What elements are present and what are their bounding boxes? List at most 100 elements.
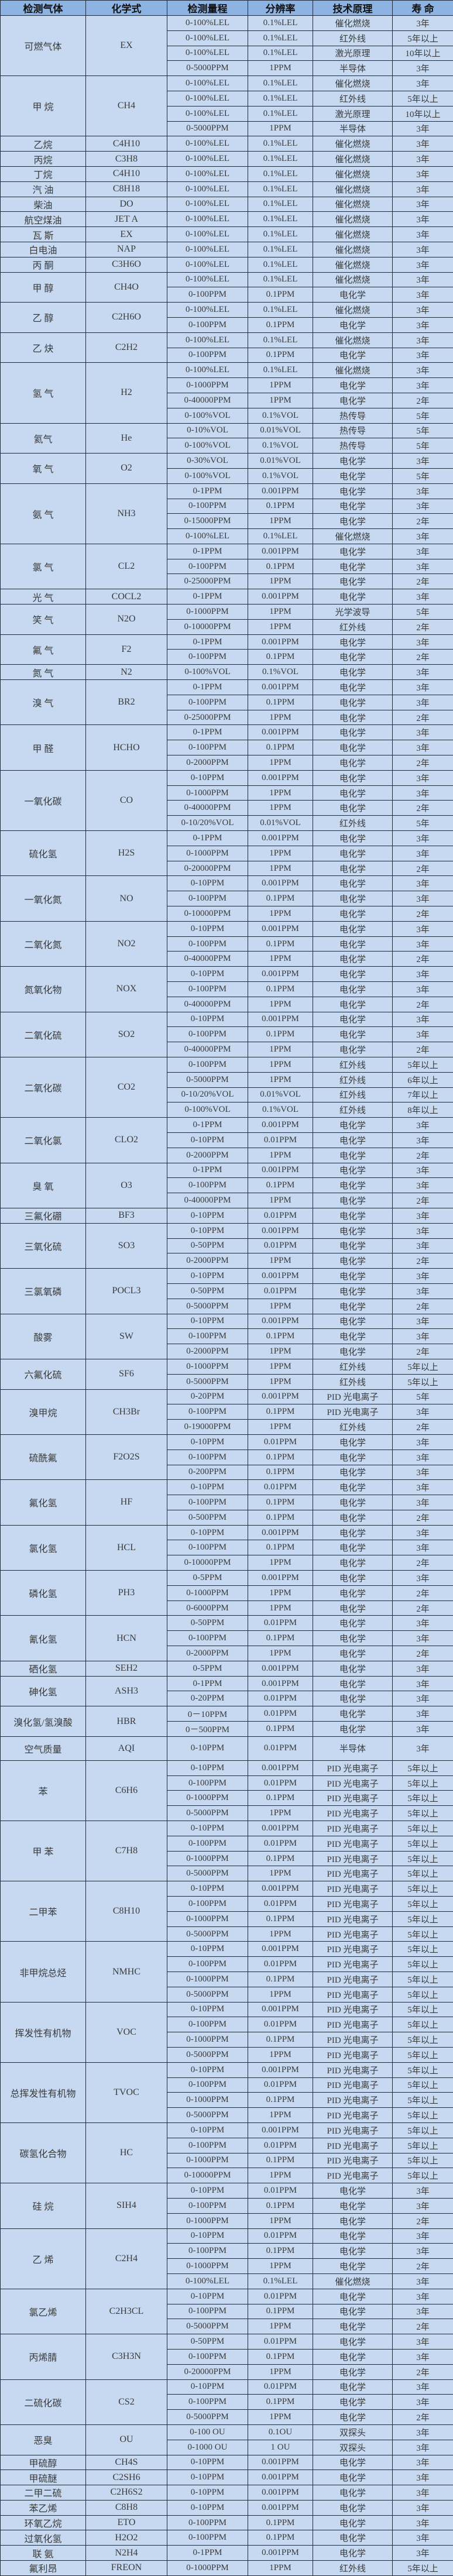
- range-cell: 0-40000PPM: [167, 393, 248, 408]
- principle-cell: PID 光电离子: [313, 1775, 393, 1791]
- range-cell: 0-100%LEL: [167, 272, 248, 287]
- principle-cell: 催化燃烧: [313, 2273, 393, 2289]
- resolution-cell: 1PPM: [248, 61, 313, 76]
- life-cell: 3年: [393, 1480, 453, 1495]
- life-cell: 3年: [393, 740, 453, 755]
- formula-cell: NO2: [86, 921, 167, 966]
- resolution-cell: 0.1%LEL: [248, 136, 313, 152]
- gas-name-cell: 可燃气体: [1, 16, 86, 76]
- life-cell: 3年: [393, 1571, 453, 1586]
- formula-cell: EX: [86, 227, 167, 242]
- resolution-cell: 0.1PPM: [248, 2304, 313, 2319]
- range-cell: 0-10PPM: [167, 1223, 248, 1238]
- life-cell: 2年: [393, 1420, 453, 1435]
- gas-name-cell: 氰化氢: [1, 1616, 86, 1661]
- resolution-cell: 1PPM: [248, 2319, 313, 2334]
- life-cell: 2年: [393, 1510, 453, 1525]
- life-cell: 3年: [393, 1314, 453, 1329]
- life-cell: 3年: [393, 16, 453, 31]
- principle-cell: 电化学: [313, 559, 393, 574]
- life-cell: 3年: [393, 212, 453, 227]
- range-cell: 0-100PPM: [167, 2138, 248, 2153]
- principle-cell: 电化学: [313, 1661, 393, 1676]
- principle-cell: 催化燃烧: [313, 332, 393, 348]
- gas-name-cell: 氮氧化物: [1, 967, 86, 1012]
- resolution-cell: 1PPM: [248, 2108, 313, 2123]
- formula-cell: HF: [86, 1480, 167, 1525]
- range-cell: 0-40000PPM: [167, 1042, 248, 1057]
- range-cell: 0-100%LEL: [167, 181, 248, 197]
- resolution-cell: 1PPM: [248, 1253, 313, 1269]
- principle-cell: 红外线: [313, 30, 393, 46]
- resolution-cell: 0.001PPM: [248, 2500, 313, 2515]
- principle-cell: 电化学: [313, 846, 393, 861]
- resolution-cell: 0.001PPM: [248, 589, 313, 604]
- gas-name-cell: 甲 醇: [1, 272, 86, 303]
- principle-cell: 催化燃烧: [313, 181, 393, 197]
- range-cell: 0-100PPM: [167, 1836, 248, 1851]
- life-cell: 3年: [393, 1178, 453, 1193]
- resolution-cell: 0.1%LEL: [248, 30, 313, 46]
- formula-cell: JET A: [86, 212, 167, 227]
- resolution-cell: 0.1%LEL: [248, 46, 313, 61]
- gas-name-cell: 柴油: [1, 197, 86, 212]
- principle-cell: 电化学: [313, 1118, 393, 1133]
- life-cell: 5年: [393, 1389, 453, 1404]
- resolution-cell: 0.1%LEL: [248, 152, 313, 167]
- gas-name-cell: 甲 烷: [1, 76, 86, 136]
- gas-name-cell: 瓦 斯: [1, 227, 86, 242]
- principle-cell: 电化学: [313, 2500, 393, 2515]
- range-cell: 0-100%LEL: [167, 257, 248, 272]
- life-cell: 3年: [393, 287, 453, 303]
- principle-cell: 催化燃烧: [313, 257, 393, 272]
- range-cell: 0-100 OU: [167, 2424, 248, 2440]
- range-cell: 0-100PPM: [167, 287, 248, 303]
- resolution-cell: 0.01PPM: [248, 1238, 313, 1253]
- principle-cell: 电化学: [313, 1585, 393, 1600]
- formula-cell: OU: [86, 2424, 167, 2455]
- life-cell: 3年: [393, 2304, 453, 2319]
- resolution-cell: 1PPM: [248, 1585, 313, 1600]
- resolution-cell: 0.001PPM: [248, 876, 313, 891]
- life-cell: 5年以上: [393, 1881, 453, 1897]
- formula-cell: SIH4: [86, 2183, 167, 2228]
- gas-name-cell: 笑 气: [1, 604, 86, 635]
- formula-cell: SO2: [86, 1012, 167, 1057]
- gas-name-cell: 溴甲烷: [1, 1389, 86, 1434]
- formula-cell: C2H2: [86, 332, 167, 363]
- resolution-cell: 1PPM: [248, 2213, 313, 2228]
- range-cell: 0-10PPM: [167, 2500, 248, 2515]
- life-cell: 3年: [393, 2424, 453, 2440]
- formula-cell: SF6: [86, 1359, 167, 1389]
- range-cell: 0-100PPM: [167, 650, 248, 665]
- formula-cell: CH4: [86, 76, 167, 136]
- gas-name-cell: 苯乙烯: [1, 2500, 86, 2515]
- principle-cell: 电化学: [313, 710, 393, 725]
- life-cell: 3年: [393, 1329, 453, 1344]
- gas-name-cell: 二甲苯: [1, 1881, 86, 1942]
- life-cell: 3年: [393, 1223, 453, 1238]
- resolution-cell: 0.1PPM: [248, 2395, 313, 2410]
- resolution-cell: 0.001PPM: [248, 1571, 313, 1586]
- principle-cell: 催化燃烧: [313, 152, 393, 167]
- range-cell: 0-2000PPM: [167, 1646, 248, 1661]
- range-cell: 0-10PPM: [167, 2183, 248, 2199]
- principle-cell: 电化学: [313, 921, 393, 936]
- range-cell: 0-100%LEL: [167, 2273, 248, 2289]
- range-cell: 0-5000PPM: [167, 121, 248, 136]
- life-cell: 3年: [393, 770, 453, 785]
- resolution-cell: 1PPM: [248, 1926, 313, 1942]
- gas-name-cell: 甲硫醚: [1, 2470, 86, 2485]
- resolution-cell: 1PPM: [248, 1072, 313, 1087]
